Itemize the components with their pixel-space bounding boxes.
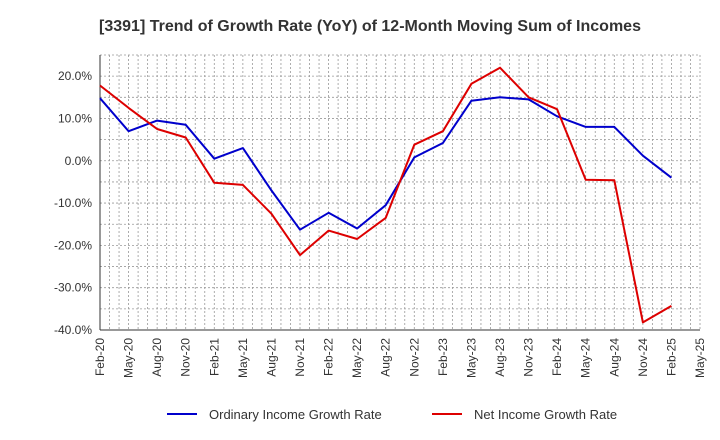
x-tick-label: May-22 (350, 338, 364, 378)
series-line-2 (99, 66, 672, 324)
x-tick-label: Feb-22 (322, 338, 336, 376)
x-tick-label: Aug-23 (493, 338, 507, 377)
x-tick-label: Feb-25 (664, 338, 678, 376)
x-tick-label: Aug-24 (607, 338, 621, 377)
x-tick-label: Nov-22 (407, 338, 421, 377)
y-tick-label: -20.0% (54, 238, 92, 252)
series-line-1 (99, 96, 673, 231)
x-tick-label: Nov-23 (522, 338, 536, 377)
legend: Ordinary Income Growth Rate Net Income Gr… (167, 407, 617, 422)
x-tick-label: Feb-24 (550, 338, 564, 376)
axes (99, 55, 700, 331)
x-tick-label: May-23 (464, 338, 478, 378)
y-tick-label: 0.0% (65, 154, 93, 168)
series-lines (99, 66, 673, 324)
x-tick-label: Nov-21 (293, 338, 307, 377)
x-tick-label: Nov-24 (636, 338, 650, 377)
x-tick-label: Aug-21 (264, 338, 278, 377)
legend-label-2: Net Income Growth Rate (474, 407, 617, 422)
plot-area (100, 55, 700, 330)
y-tick-label: -30.0% (54, 281, 92, 295)
x-tick-label: Aug-20 (150, 338, 164, 377)
x-tick-labels: Feb-20 May-20 Aug-20 Nov-20 Feb-21 May-21 Aug-… (93, 338, 707, 378)
y-tick-label: 10.0% (58, 111, 92, 125)
x-tick-label: May-21 (236, 338, 250, 378)
legend-label-1: Ordinary Income Growth Rate (209, 407, 382, 422)
x-tick-label: May-25 (693, 338, 707, 378)
chart-title: [3391] Trend of Growth Rate (YoY) of 12-… (99, 18, 641, 35)
y-tick-label: -10.0% (54, 196, 92, 210)
y-tick-labels: 20.0% 10.0% 0.0% -10.0% -20.0% -30.0% -40.0% (54, 69, 92, 337)
x-tick-label: Nov-20 (179, 338, 193, 377)
x-tick-label: May-24 (579, 338, 593, 378)
x-tick-label: May-20 (122, 338, 136, 378)
y-tick-label: -40.0% (54, 323, 92, 337)
x-tick-label: Feb-21 (207, 338, 221, 376)
x-tick-label: Feb-20 (93, 338, 107, 376)
x-tick-label: Feb-23 (436, 338, 450, 376)
x-tick-label: Aug-22 (379, 338, 393, 377)
y-tick-label: 20.0% (58, 69, 92, 83)
